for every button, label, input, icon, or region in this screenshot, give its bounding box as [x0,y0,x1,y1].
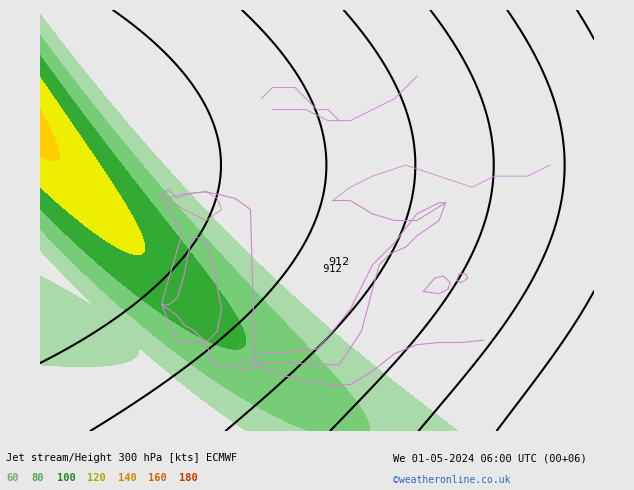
Text: 912: 912 [328,257,349,267]
Text: 180: 180 [179,473,198,483]
Text: 80: 80 [32,473,44,483]
Text: 120: 120 [87,473,107,483]
Text: 160: 160 [148,473,167,483]
Text: 100: 100 [57,473,76,483]
Text: Jet stream/Height 300 hPa [kts] ECMWF: Jet stream/Height 300 hPa [kts] ECMWF [6,453,238,463]
Text: 60: 60 [6,473,19,483]
Text: We 01-05-2024 06:00 UTC (00+06): We 01-05-2024 06:00 UTC (00+06) [393,453,587,463]
Text: ©weatheronline.co.uk: ©weatheronline.co.uk [393,475,510,485]
Text: 140: 140 [118,473,137,483]
Text: 912: 912 [317,264,342,273]
